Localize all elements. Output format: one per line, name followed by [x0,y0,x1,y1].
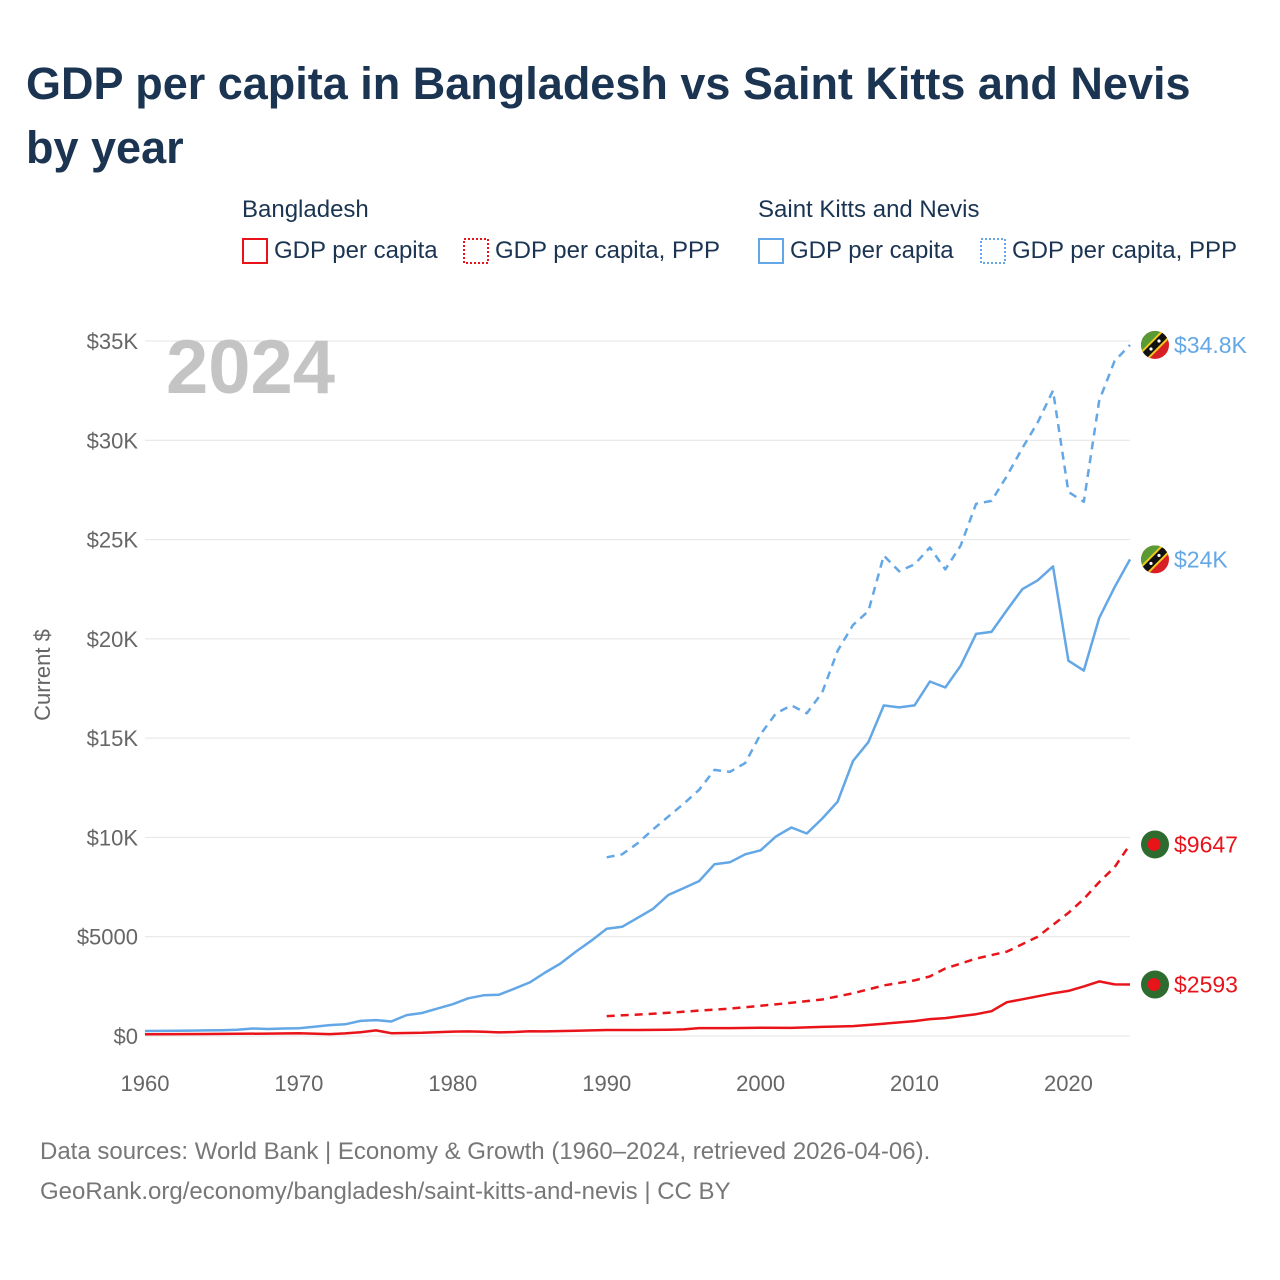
x-tick-label: 1970 [274,1071,323,1096]
y-axis-ticks: $0 $5000 $10K $15K $20K $25K $30K $35K [77,329,139,1049]
bangladesh-flag-icon [1141,970,1169,999]
saint-kitts-and-nevis-flag-icon [1141,545,1169,574]
bangladesh-flag-icon [1141,830,1169,859]
legend-swatch-skn-ppp [980,238,1006,264]
end-value-label: $34.8K [1174,332,1248,358]
legend-label-bd-ppp: GDP per capita, PPP [495,237,720,264]
x-tick-label: 1990 [582,1071,631,1096]
legend-group-skn: Saint Kitts and Nevis [758,196,979,223]
y-tick-label: $35K [87,329,139,354]
legend-swatch-skn-gdp [758,238,784,264]
y-tick-label: $30K [87,428,139,453]
series-line [606,344,1131,859]
x-tick-label: 1980 [428,1071,477,1096]
x-axis-ticks: 1960 1970 1980 1990 2000 2010 2020 [121,1071,1093,1096]
y-tick-label: $5000 [77,925,138,950]
chart-title: GDP per capita in Bangladesh vs Saint Ki… [26,58,1191,173]
source-link-text[interactable]: GeoRank.org/economy/bangladesh/saint-kit… [40,1178,731,1205]
y-tick-label: $10K [87,825,139,850]
end-value-label: $2593 [1174,972,1238,998]
x-tick-label: 2020 [1044,1071,1093,1096]
x-tick-label: 2010 [890,1071,939,1096]
y-tick-label: $25K [87,528,139,553]
legend-label-skn-gdp: GDP per capita [790,237,954,264]
grid [145,340,1130,1037]
y-tick-label: $0 [114,1024,138,1049]
end-value-label: $24K [1174,546,1228,572]
end-labels: $34.8K $24K $9647 $2593 [1141,330,1248,999]
series-line [606,843,1132,1018]
series-line [144,558,1132,1033]
legend-group-bangladesh: Bangladesh [242,196,369,223]
legend: Bangladesh GDP per capita GDP per capita… [242,196,1237,264]
legend-label-skn-ppp: GDP per capita, PPP [1012,237,1237,264]
y-tick-label: $20K [87,627,139,652]
legend-swatch-bd-ppp [463,238,489,264]
end-value-label: $9647 [1174,831,1238,857]
x-tick-label: 1960 [121,1071,170,1096]
series-line [144,980,1131,1036]
legend-label-bd-gdp: GDP per capita [274,237,438,264]
y-tick-label: $15K [87,726,139,751]
data-source-text: Data sources: World Bank | Economy & Gro… [40,1138,931,1165]
series [144,344,1132,1036]
year-watermark: 2024 [166,325,335,410]
y-axis-label: Current $ [30,629,55,721]
saint-kitts-and-nevis-flag-icon [1141,330,1169,359]
x-tick-label: 2000 [736,1071,785,1096]
legend-swatch-bd-gdp [242,238,268,264]
